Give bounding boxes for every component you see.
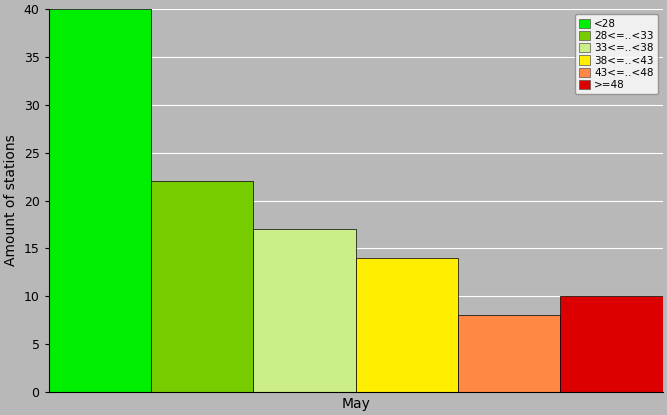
Bar [560,296,663,392]
Y-axis label: Amount of stations: Amount of stations [4,135,18,266]
Legend: <28, 28<=..<33, 33<=..<38, 38<=..<43, 43<=..<48, >=48: <28, 28<=..<33, 33<=..<38, 38<=..<43, 43… [575,15,658,95]
Bar [253,229,356,392]
Bar [458,315,560,392]
Bar [356,258,458,392]
Bar [151,181,253,392]
Bar [49,9,151,392]
